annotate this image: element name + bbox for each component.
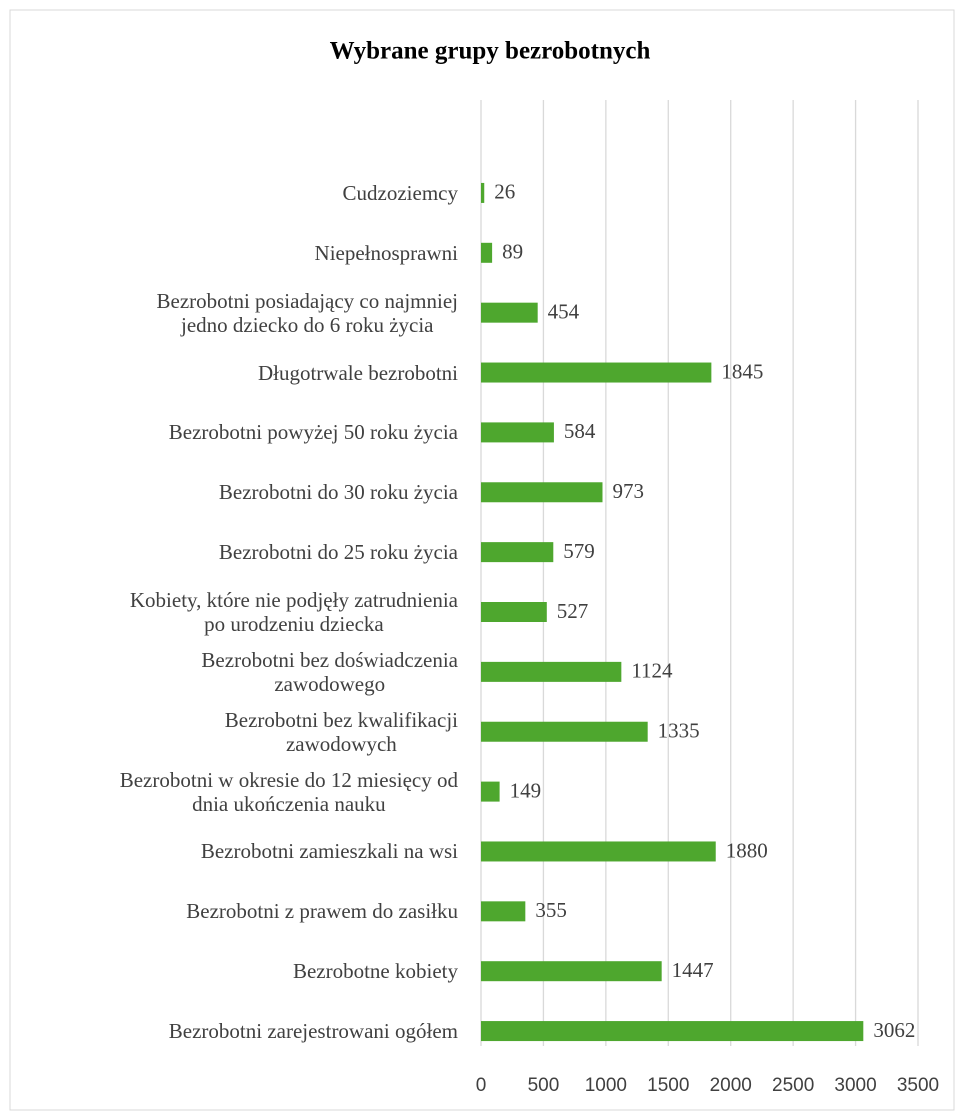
y-tick-label: Bezrobotni z prawem do zasiłku xyxy=(186,899,458,924)
bar xyxy=(481,182,485,203)
value-label: 355 xyxy=(535,898,567,922)
value-label: 1124 xyxy=(631,659,673,683)
value-label: 1335 xyxy=(658,719,700,743)
value-label: 3062 xyxy=(873,1018,915,1042)
bar xyxy=(481,302,538,323)
bar xyxy=(481,841,716,862)
bar xyxy=(481,721,648,742)
bar xyxy=(481,781,500,802)
bar xyxy=(481,961,662,982)
x-tick-label: 2500 xyxy=(772,1075,814,1096)
y-tick-label: Bezrobotni powyżej 50 roku życia xyxy=(168,420,458,445)
y-tick-label: Niepełnosprawni xyxy=(314,240,458,265)
value-label: 1880 xyxy=(726,838,768,862)
bar xyxy=(481,602,547,622)
x-tick-label: 1500 xyxy=(647,1075,689,1096)
value-label: 1447 xyxy=(672,958,714,982)
bar xyxy=(481,242,493,263)
value-label: 527 xyxy=(557,599,589,623)
y-tick-label: Bezrobotni do 30 roku życia xyxy=(218,480,458,505)
bar xyxy=(481,362,712,383)
x-tick-label: 3000 xyxy=(834,1075,876,1096)
y-tick-label: Bezrobotni bez doświadczenia zawodowego xyxy=(201,647,458,696)
value-label: 973 xyxy=(612,479,644,503)
bar xyxy=(481,422,554,443)
x-tick-label: 3500 xyxy=(897,1075,939,1096)
value-label: 89 xyxy=(502,240,523,264)
value-label: 584 xyxy=(564,419,596,443)
bar xyxy=(481,482,603,503)
bar xyxy=(481,661,622,682)
value-label: 1845 xyxy=(721,359,763,383)
x-tick-label: 2000 xyxy=(710,1075,752,1096)
y-tick-label: Bezrobotni do 25 roku życia xyxy=(218,540,458,565)
bar xyxy=(481,542,554,563)
bar xyxy=(481,901,526,922)
y-tick-label: Bezrobotni bez kwalifikacji zawodowych xyxy=(224,707,458,756)
bar xyxy=(481,1021,864,1042)
y-tick-label: Kobiety, które nie podjęły zatrudnienia … xyxy=(129,588,458,636)
y-tick-label: Bezrobotne kobiety xyxy=(292,959,458,984)
y-tick-label: Długotrwale bezrobotni xyxy=(257,360,458,385)
y-tick-label: Bezrobotni posiadający co najmniej jedno… xyxy=(156,288,459,337)
chart-title: Wybrane grupy bezrobotnych xyxy=(330,38,651,65)
value-label: 149 xyxy=(510,778,542,802)
value-label: 579 xyxy=(563,539,595,563)
y-tick-label: Bezrobotni zamieszkali na wsi xyxy=(200,839,458,864)
x-tick-label: 0 xyxy=(476,1075,487,1096)
x-tick-label: 500 xyxy=(528,1075,560,1096)
value-label: 454 xyxy=(548,299,580,323)
y-tick-label: Bezrobotni w okresie do 12 miesięcy od d… xyxy=(119,767,458,816)
y-tick-label: Bezrobotni zarejestrowani ogółem xyxy=(168,1019,458,1044)
y-tick-label: Cudzoziemcy xyxy=(342,180,458,205)
x-tick-label: 1000 xyxy=(585,1075,627,1096)
value-label: 26 xyxy=(494,180,515,204)
